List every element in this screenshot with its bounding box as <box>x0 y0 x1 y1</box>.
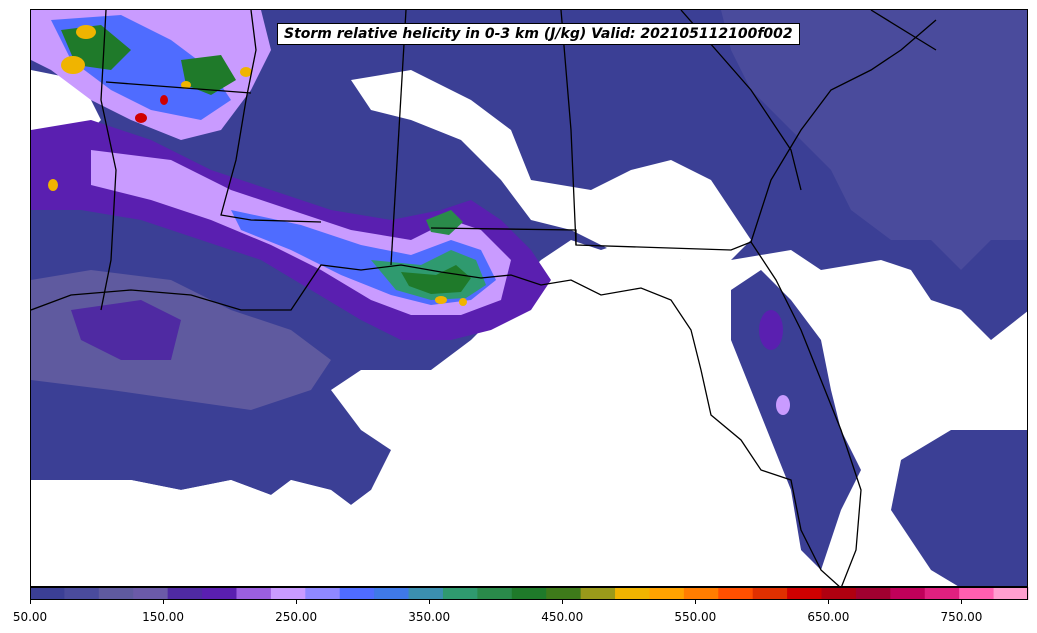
colorbar-segment <box>305 587 341 600</box>
colorbar-segment <box>64 587 100 600</box>
colorbar-segment <box>236 587 272 600</box>
band-green <box>401 265 471 294</box>
colorbar-segment <box>270 587 306 600</box>
helicity-map <box>31 10 1027 586</box>
gap-gulf-south <box>31 480 391 586</box>
colorbar-segment <box>133 587 169 600</box>
coast-yellow-1 <box>435 296 447 304</box>
boundary-mississippi-alabama <box>390 10 407 266</box>
colorbar-tick-mark <box>163 600 165 604</box>
colorbar-segment <box>752 587 788 600</box>
field-violet-gulf <box>71 300 181 360</box>
colorbar-segment <box>98 587 134 600</box>
atlantic-coast <box>750 19 937 243</box>
colorbar-segment <box>890 587 926 600</box>
colorbar-tick-label: 450.00 <box>541 610 584 624</box>
nw-yellow-4 <box>240 67 252 77</box>
gulf-coast <box>31 264 840 586</box>
colorbar-tick-label: 750.00 <box>940 610 983 624</box>
nw-yellow-3 <box>181 81 191 89</box>
colorbar-tick-mark <box>429 600 431 604</box>
boundary-georgia-carolina <box>680 10 802 191</box>
colorbar-segment <box>374 587 410 600</box>
field-base-southeast <box>891 430 1027 586</box>
colorbar-segment <box>202 587 237 600</box>
colorbar-border <box>30 587 1028 600</box>
colorbar-segment <box>787 587 823 600</box>
state-boundaries <box>31 10 937 586</box>
map-panel: Storm relative helicity in 0-3 km (J/kg)… <box>30 9 1028 587</box>
gap-northeast <box>351 70 751 260</box>
colorbar-segment <box>580 587 616 600</box>
colorbar-tick-mark <box>30 600 31 604</box>
colorbar-segment <box>339 587 375 600</box>
colorbar-tick-mark <box>961 600 963 604</box>
colorbar-segment <box>855 587 891 600</box>
colorbar-tick-mark <box>296 600 298 604</box>
gap-florida <box>372 260 811 586</box>
nw-yellow-1 <box>61 56 85 74</box>
colorbar-tick-label: 50.00 <box>12 610 48 624</box>
nw-red-2 <box>160 95 168 105</box>
florida-lilac <box>776 395 790 415</box>
colorbar-segment <box>959 587 995 600</box>
florida-east-coast <box>750 241 862 586</box>
colorbar-segment <box>477 587 513 600</box>
colorbar-tick-label: 550.00 <box>674 610 717 624</box>
colorbar-ticks: 50.00 150.00 250.00 350.00 450.00 550.00 650.0… <box>0 600 1037 630</box>
boundary-mississippi-river <box>220 10 322 223</box>
field-base-east <box>721 10 1027 270</box>
colorbar-segment <box>821 587 857 600</box>
colorbar-segment <box>615 587 650 600</box>
colorbar-segment <box>546 587 582 600</box>
colorbar-segment <box>30 587 65 600</box>
nw-green-2 <box>181 55 236 95</box>
florida-violet <box>759 310 783 350</box>
colorbar-segment <box>993 587 1029 600</box>
coast-yellow-2 <box>459 298 467 306</box>
boundary-alabama-georgia <box>560 10 577 246</box>
nw-red-1 <box>135 113 147 123</box>
colorbar-tick-mark <box>562 600 564 604</box>
colorbar-tick-mark <box>695 600 697 604</box>
nw-yellow-5 <box>48 179 58 191</box>
colorbar-segment <box>924 587 960 600</box>
nw-yellow-2 <box>76 25 96 39</box>
boundary-texas-louisiana <box>100 10 117 311</box>
colorbar-tick-label: 650.00 <box>807 610 850 624</box>
colorbar-segment <box>408 587 444 600</box>
helicity-field <box>31 10 1027 586</box>
colorbar-tick-label: 250.00 <box>275 610 318 624</box>
colorbar-segment <box>718 587 754 600</box>
map-title: Storm relative helicity in 0-3 km (J/kg)… <box>277 23 800 45</box>
boundary-florida-panhandle <box>430 227 752 251</box>
colorbar-tick-label: 350.00 <box>408 610 451 624</box>
boundary-tennessee <box>870 10 937 51</box>
colorbar-tick-label: 150.00 <box>142 610 185 624</box>
colorbar-segment <box>442 587 478 600</box>
colorbar-segment <box>683 587 719 600</box>
boundary-arkansas-louisiana <box>105 81 252 94</box>
colorbar <box>30 587 1029 600</box>
colorbar-tick-mark <box>828 600 830 604</box>
colorbar-segment <box>649 587 685 600</box>
colorbar-segment <box>167 587 203 600</box>
colorbar-segment <box>511 587 547 600</box>
